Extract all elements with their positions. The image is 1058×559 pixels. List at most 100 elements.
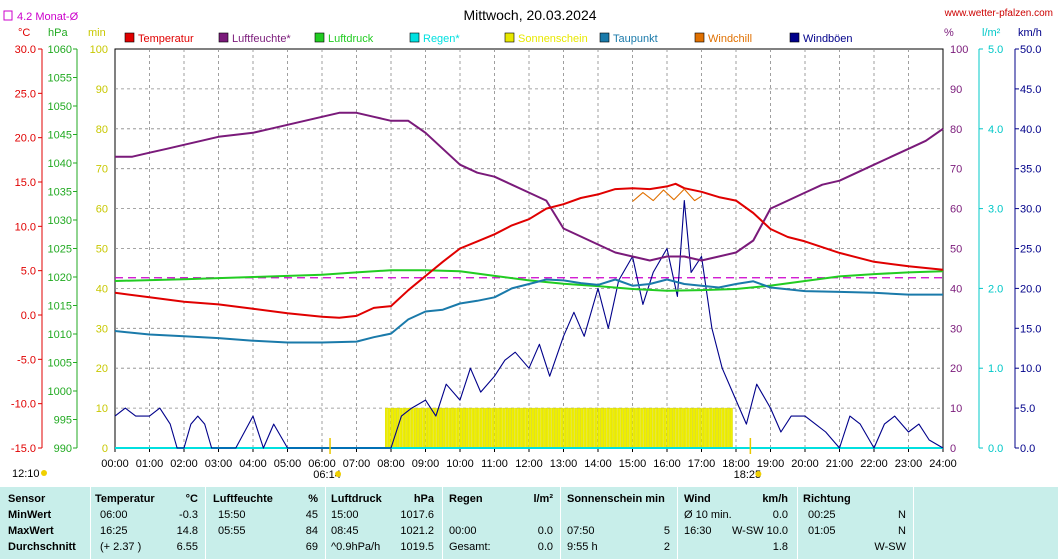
- legend-label: Sonnenschein: [518, 33, 588, 45]
- y-tick-humidity: 90: [950, 84, 962, 96]
- legend-label: Regen*: [423, 33, 460, 45]
- y-axes: 30.0 25.0 20.0 15.0 10.0 5.0 0.0 -5.0 -10.0 -15.0…: [11, 44, 1042, 455]
- stats-hum-value: 45: [305, 509, 318, 521]
- stats-row-label: MinWert: [8, 509, 52, 521]
- unit-kmh: km/h: [1018, 27, 1042, 39]
- x-tick-label: 05:00: [274, 458, 302, 470]
- y-tick-wind: 5.0: [1020, 403, 1035, 415]
- sunshine-bar: [520, 407, 523, 449]
- y-tick-pressure: 1040: [48, 158, 72, 170]
- x-tick-label: 07:00: [343, 458, 371, 470]
- stats-sun-value: 2: [663, 541, 670, 553]
- legend-label: Luftfeuchte*: [232, 33, 291, 45]
- stats-pres-value: 1017.6: [400, 509, 434, 521]
- stats-divider: [325, 487, 326, 559]
- sunshine-bar: [445, 407, 449, 449]
- sunshine-bar: [672, 407, 676, 449]
- stats-temp-value: -0.3: [179, 509, 198, 521]
- sunshine-bar: [459, 407, 463, 449]
- legend-swatch: [124, 32, 135, 43]
- sunshine-bar: [724, 407, 727, 449]
- stats-hum-value: 69: [305, 541, 318, 553]
- sunshine-bar: [704, 407, 707, 449]
- x-tick-label: 12:00: [515, 458, 543, 470]
- x-tick-label: 19:00: [757, 458, 785, 470]
- y-tick-pressure: 1000: [48, 386, 72, 398]
- x-tick-label: 24:00: [929, 458, 957, 470]
- y-tick-pressure: 1035: [48, 187, 72, 199]
- legend-label: Windchill: [708, 33, 752, 45]
- sunshine-bar: [563, 407, 566, 449]
- sunshine-bar: [623, 407, 627, 449]
- x-tick-label: 04:00: [239, 458, 267, 470]
- y-tick-rain: 2.0: [988, 283, 1003, 295]
- stats-temp-value: 6.55: [176, 541, 198, 553]
- x-tick-label: 02:00: [170, 458, 198, 470]
- sunshine-bar: [528, 407, 532, 449]
- sunshine-bar: [692, 407, 696, 449]
- sun-times: 06:14 18:25 12:10: [12, 438, 762, 481]
- sunshine-bar: [468, 407, 472, 449]
- x-tick-label: 01:00: [136, 458, 164, 470]
- y-tick-humidity: 70: [950, 164, 962, 176]
- x-tick-label: 16:00: [653, 458, 681, 470]
- sunshine-bar: [617, 407, 621, 449]
- x-tick-label: 11:00: [481, 458, 508, 470]
- y-tick-sunshine: 60: [96, 204, 108, 216]
- x-tick-label: 23:00: [895, 458, 923, 470]
- sunshine-bar: [525, 407, 529, 449]
- sunshine-bar: [554, 407, 558, 449]
- stats-temp-time: (+ 2.37 ): [100, 541, 142, 553]
- y-tick-wind: 40.0: [1020, 124, 1041, 136]
- sunshine-bar: [560, 407, 564, 449]
- sunshine-bar: [586, 407, 589, 449]
- sunshine-bar: [646, 407, 650, 449]
- stats-wind-time: 16:30: [684, 525, 712, 537]
- y-tick-pressure: 1030: [48, 215, 72, 227]
- sunshine-bar: [494, 407, 497, 449]
- monthly-avg-label: 4.2 Monat-Ø: [17, 11, 79, 23]
- legend-swatch: [789, 32, 800, 43]
- sunshine-bar: [500, 407, 503, 449]
- site-link[interactable]: www.wetter-pfalzen.com: [944, 8, 1053, 19]
- y-tick-wind: 35.0: [1020, 164, 1041, 176]
- sunshine-bar: [580, 407, 584, 449]
- sunshine-bar: [491, 407, 495, 449]
- sunshine-bar: [569, 407, 572, 449]
- stats-dir-value: N: [898, 525, 906, 537]
- sunshine-bar: [577, 407, 581, 449]
- sunrise-icon: [335, 471, 342, 477]
- stats-hum-time: 05:55: [218, 525, 246, 537]
- stats-row-label: Durchschnitt: [8, 541, 76, 553]
- stats-hum-value: 84: [305, 525, 318, 537]
- sunshine-bar: [718, 407, 722, 449]
- y-tick-sunshine: 40: [96, 283, 108, 295]
- sunshine-bar: [508, 407, 512, 449]
- y-tick-humidity: 0: [950, 443, 956, 455]
- sunshine-bar: [638, 407, 641, 449]
- stats-divider: [560, 487, 561, 559]
- stats-rain-time: 00:00: [449, 525, 477, 537]
- sunshine-bar: [715, 407, 719, 449]
- sunshine-bar: [557, 407, 561, 449]
- stats-sun-time: 07:50: [567, 525, 595, 537]
- stats-pres-time: 08:45: [331, 525, 359, 537]
- series-line-windchill: [632, 188, 702, 202]
- sunshine-bar: [537, 407, 541, 449]
- sunshine-bar: [456, 407, 460, 449]
- x-tick-label: 09:00: [412, 458, 440, 470]
- stats-rain-time: Gesamt:: [449, 541, 491, 553]
- sunshine-bar: [681, 407, 684, 449]
- y-tick-pressure: 995: [54, 415, 72, 427]
- stats-header-direction: Richtung: [803, 493, 851, 505]
- sunshine-bar: [707, 407, 710, 449]
- sunshine-bar: [413, 407, 417, 449]
- sunshine-bar: [635, 407, 638, 449]
- x-tick-label: 22:00: [860, 458, 888, 470]
- sunshine-bar: [603, 407, 607, 449]
- sunshine-bar: [477, 407, 480, 449]
- y-tick-temperature: -10.0: [11, 399, 36, 411]
- sunshine-bar: [615, 407, 618, 449]
- weather-chart: Mittwoch, 20.03.2024 www.wetter-pfalzen.…: [3, 7, 1053, 481]
- sunshine-bar: [408, 407, 411, 449]
